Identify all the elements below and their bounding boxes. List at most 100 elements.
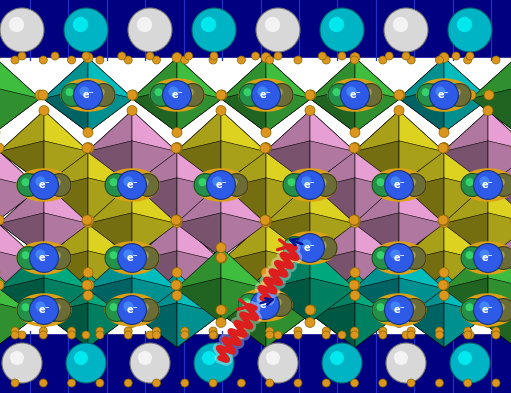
Circle shape bbox=[497, 303, 505, 311]
Text: e⁻: e⁻ bbox=[171, 90, 183, 100]
Circle shape bbox=[314, 237, 337, 259]
Circle shape bbox=[65, 88, 74, 96]
Circle shape bbox=[53, 303, 61, 311]
Circle shape bbox=[461, 299, 484, 321]
Polygon shape bbox=[88, 147, 133, 192]
Circle shape bbox=[448, 84, 471, 107]
Circle shape bbox=[17, 174, 40, 196]
Circle shape bbox=[261, 53, 271, 62]
Polygon shape bbox=[443, 110, 488, 185]
Polygon shape bbox=[444, 273, 489, 347]
Polygon shape bbox=[0, 273, 40, 317]
Circle shape bbox=[288, 241, 295, 249]
Polygon shape bbox=[0, 248, 44, 292]
Polygon shape bbox=[0, 110, 44, 185]
Circle shape bbox=[21, 178, 30, 186]
Circle shape bbox=[82, 215, 92, 225]
Polygon shape bbox=[177, 220, 222, 265]
Polygon shape bbox=[43, 303, 88, 347]
Circle shape bbox=[21, 303, 30, 311]
Circle shape bbox=[266, 331, 274, 339]
Polygon shape bbox=[88, 273, 133, 317]
Polygon shape bbox=[399, 273, 444, 347]
Polygon shape bbox=[354, 110, 399, 155]
Polygon shape bbox=[471, 220, 511, 296]
Circle shape bbox=[270, 84, 293, 107]
Polygon shape bbox=[221, 57, 266, 102]
Circle shape bbox=[466, 305, 476, 315]
Polygon shape bbox=[444, 147, 489, 222]
Circle shape bbox=[394, 90, 404, 100]
Circle shape bbox=[258, 86, 267, 96]
Circle shape bbox=[466, 180, 476, 190]
Circle shape bbox=[350, 53, 360, 62]
Circle shape bbox=[372, 174, 395, 196]
Circle shape bbox=[11, 327, 19, 335]
Circle shape bbox=[408, 251, 416, 259]
Circle shape bbox=[260, 215, 270, 225]
Circle shape bbox=[439, 143, 449, 153]
Circle shape bbox=[274, 52, 282, 60]
Polygon shape bbox=[132, 178, 177, 222]
Polygon shape bbox=[88, 220, 133, 296]
Circle shape bbox=[39, 106, 49, 116]
Circle shape bbox=[201, 17, 216, 32]
Polygon shape bbox=[87, 110, 132, 155]
Circle shape bbox=[463, 327, 472, 335]
Circle shape bbox=[84, 143, 94, 153]
Polygon shape bbox=[471, 220, 511, 265]
Circle shape bbox=[48, 299, 71, 321]
Circle shape bbox=[379, 331, 387, 339]
Circle shape bbox=[127, 180, 137, 190]
Polygon shape bbox=[355, 57, 400, 102]
Circle shape bbox=[10, 351, 24, 365]
Circle shape bbox=[439, 268, 449, 277]
Polygon shape bbox=[0, 57, 40, 102]
Polygon shape bbox=[399, 183, 444, 227]
Circle shape bbox=[474, 171, 502, 199]
Circle shape bbox=[82, 331, 90, 339]
Polygon shape bbox=[43, 273, 88, 347]
Polygon shape bbox=[43, 220, 88, 265]
Circle shape bbox=[395, 180, 405, 190]
Circle shape bbox=[127, 305, 137, 315]
Circle shape bbox=[216, 180, 226, 190]
Circle shape bbox=[261, 217, 271, 228]
Circle shape bbox=[206, 171, 236, 199]
Polygon shape bbox=[221, 57, 266, 132]
Circle shape bbox=[483, 318, 493, 327]
Circle shape bbox=[118, 171, 146, 199]
Circle shape bbox=[261, 280, 271, 290]
Text: e⁻: e⁻ bbox=[438, 90, 450, 100]
Circle shape bbox=[39, 379, 48, 387]
Polygon shape bbox=[87, 110, 132, 185]
Polygon shape bbox=[177, 88, 222, 132]
Polygon shape bbox=[265, 141, 310, 185]
Polygon shape bbox=[471, 273, 511, 347]
Circle shape bbox=[141, 303, 149, 311]
Polygon shape bbox=[221, 248, 266, 322]
Polygon shape bbox=[221, 147, 266, 222]
Polygon shape bbox=[177, 57, 222, 132]
Polygon shape bbox=[310, 220, 355, 265]
Polygon shape bbox=[0, 141, 44, 185]
Circle shape bbox=[305, 318, 315, 327]
Polygon shape bbox=[265, 248, 310, 322]
Bar bbox=[0, 215, 511, 221]
Circle shape bbox=[305, 253, 315, 263]
Circle shape bbox=[181, 327, 189, 335]
Circle shape bbox=[261, 143, 271, 152]
Polygon shape bbox=[266, 220, 311, 265]
Circle shape bbox=[38, 305, 48, 315]
Circle shape bbox=[466, 303, 474, 311]
Circle shape bbox=[377, 303, 385, 311]
Circle shape bbox=[305, 180, 315, 191]
Polygon shape bbox=[176, 183, 221, 257]
Circle shape bbox=[202, 351, 216, 365]
Polygon shape bbox=[132, 147, 177, 192]
Polygon shape bbox=[265, 248, 310, 292]
Circle shape bbox=[230, 178, 238, 186]
Polygon shape bbox=[221, 147, 266, 192]
Polygon shape bbox=[354, 110, 399, 185]
Circle shape bbox=[341, 81, 369, 109]
